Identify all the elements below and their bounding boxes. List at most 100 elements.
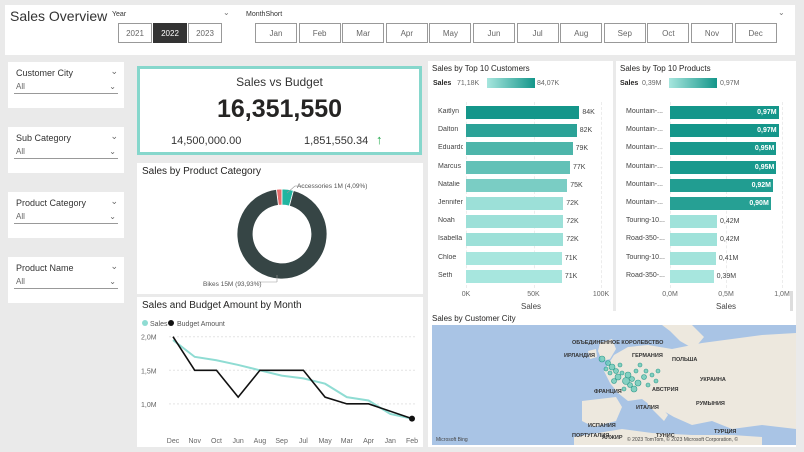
bar[interactable] — [670, 160, 777, 174]
map-city-bubble[interactable] — [608, 363, 616, 371]
line-series-sales[interactable] — [172, 339, 413, 420]
product-category-title: Sales by Product Category — [142, 166, 261, 177]
month-button-nov[interactable]: Nov — [691, 23, 733, 43]
map-city-bubble[interactable] — [633, 368, 639, 374]
map[interactable]: ОБЪЕДИНЕННОЕ КОРОЛЕВСТВО ИРЛАНДИЯ ГЕРМАНИЯ… — [432, 325, 796, 445]
map-city-bubble[interactable] — [645, 382, 651, 388]
month-button-aug[interactable]: Aug — [560, 23, 603, 43]
map-city-bubble[interactable] — [641, 374, 647, 380]
bar[interactable] — [670, 106, 779, 119]
x-tick-label: Jan — [385, 438, 396, 445]
bar-category-label: Kaitlyn — [438, 108, 460, 115]
map-city-bubble[interactable] — [634, 379, 642, 387]
year-slicer-chevron-icon[interactable]: ⌄ — [223, 8, 230, 17]
month-button-may[interactable]: May — [429, 23, 472, 43]
map-city-bubble[interactable] — [627, 382, 633, 388]
map-city-bubble[interactable] — [649, 372, 655, 378]
line-series-budget-amount[interactable] — [172, 336, 413, 420]
month-button-jan[interactable]: Jan — [255, 23, 297, 43]
chevron-down-icon[interactable]: ⌄ — [110, 196, 118, 206]
bar[interactable] — [466, 251, 562, 265]
bar[interactable] — [670, 178, 774, 192]
top-products-legend-gradient — [669, 78, 717, 88]
bar[interactable] — [466, 106, 580, 119]
bar[interactable] — [466, 233, 564, 247]
x-tick-label: Feb — [406, 438, 418, 445]
map-city-bubble[interactable] — [643, 368, 649, 374]
x-tick-label: Sep — [275, 438, 288, 445]
map-city-bubble[interactable] — [630, 385, 638, 393]
bar[interactable] — [466, 124, 577, 138]
map-city-bubble[interactable] — [653, 378, 659, 384]
bar[interactable] — [466, 197, 564, 210]
chevron-down-icon[interactable]: ⌄ — [110, 131, 118, 141]
customer-city-dropdown[interactable]: All ⌄ — [14, 80, 118, 94]
map-country-label: ФРАНЦИЯ — [594, 389, 622, 395]
month-button-dec[interactable]: Dec — [734, 23, 777, 43]
map-country-label: ИСПАНИЯ — [588, 423, 616, 429]
bar[interactable] — [670, 215, 718, 229]
x-gridline — [782, 102, 783, 288]
map-city-bubble[interactable] — [619, 370, 625, 376]
map-city-bubble[interactable] — [621, 386, 627, 392]
map-city-bubble[interactable] — [598, 355, 606, 363]
month-button-oct[interactable]: Oct — [647, 23, 690, 43]
map-city-bubble[interactable] — [605, 360, 611, 366]
bar[interactable] — [466, 178, 568, 192]
bar[interactable] — [670, 142, 777, 156]
bar[interactable] — [466, 215, 564, 229]
bar-value-label: 75K — [570, 181, 583, 189]
map-city-bubble[interactable] — [613, 368, 619, 374]
map-city-bubble[interactable] — [655, 368, 661, 374]
top-customers-legend-label: Sales — [433, 80, 452, 87]
map-city-bubble[interactable] — [637, 362, 643, 368]
bar[interactable] — [670, 197, 771, 210]
donut-label-accessories: Accessories 1M (4,09%) — [297, 183, 367, 190]
map-country-label: ГЕРМАНИЯ — [632, 353, 663, 359]
map-city-bubble[interactable] — [607, 370, 613, 376]
bar-category-label: Dalton — [438, 126, 459, 134]
bar[interactable] — [670, 269, 714, 283]
bar[interactable] — [466, 160, 570, 174]
donut-slice-bikes[interactable] — [236, 188, 328, 280]
map-city-bubble[interactable] — [611, 378, 617, 384]
year-button-2021[interactable]: 2021 — [118, 23, 152, 43]
bar-category-label: Mountain-... — [626, 180, 663, 188]
map-country-label: ТУНИС — [656, 433, 675, 439]
month-button-sep[interactable]: Sep — [603, 23, 646, 43]
top-products-legend-min: 0,39M — [642, 80, 662, 87]
year-button-2023[interactable]: 2023 — [188, 23, 222, 43]
map-city-bubble[interactable] — [617, 362, 623, 368]
donut-chart: Accessories 1M (4,09%) Bikes 15M (93,93%… — [203, 183, 367, 288]
bar[interactable] — [670, 124, 779, 138]
bar[interactable] — [670, 233, 718, 247]
month-slicer-chevron-icon[interactable]: ⌄ — [778, 8, 785, 17]
bar[interactable] — [466, 142, 573, 156]
kpi-card: Sales vs Budget 16,351,550 14,500,000.00… — [137, 66, 422, 155]
chevron-down-icon[interactable]: ⌄ — [110, 261, 118, 271]
y-tick-label: 2,0M — [141, 335, 157, 342]
month-button-jul[interactable]: Jul — [516, 23, 559, 43]
sub-category-dropdown[interactable]: All ⌄ — [14, 145, 118, 159]
map-city-bubble[interactable] — [622, 377, 630, 385]
y-tick-label: 1,5M — [141, 368, 157, 375]
month-button-mar[interactable]: Mar — [342, 23, 385, 43]
bar-value-label: 82K — [579, 127, 593, 135]
product-category-dropdown[interactable]: All ⌄ — [14, 210, 118, 224]
year-button-2022[interactable]: 2022 — [153, 23, 187, 43]
month-button-apr[interactable]: Apr — [385, 23, 428, 43]
month-button-feb[interactable]: Feb — [298, 23, 341, 43]
month-button-jun[interactable]: Jun — [473, 23, 515, 43]
product-name-dropdown[interactable]: All ⌄ — [14, 275, 118, 289]
x-tick-label: 50K — [527, 291, 540, 298]
map-city-bubble[interactable] — [629, 376, 635, 382]
map-city-bubble[interactable] — [614, 373, 622, 381]
map-country-label: ТУРЦИЯ — [714, 429, 736, 435]
chevron-down-icon[interactable]: ⌄ — [110, 66, 118, 76]
bar[interactable] — [670, 251, 716, 265]
map-city-bubble[interactable] — [603, 366, 609, 372]
product-category-value: All — [16, 212, 25, 221]
bar[interactable] — [466, 269, 562, 283]
bar-category-label: Isabella — [438, 235, 463, 243]
scroll-handle[interactable] — [790, 291, 793, 311]
